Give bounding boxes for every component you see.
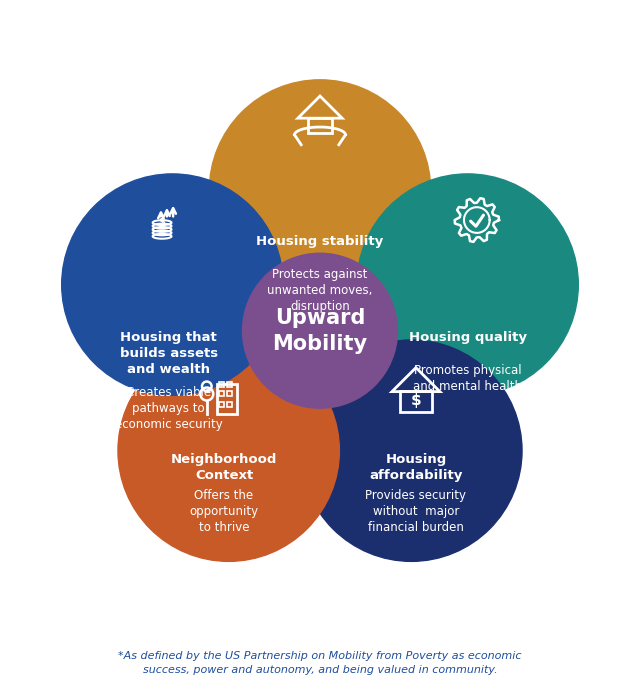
Circle shape [209, 80, 431, 301]
Text: Protects against
unwanted moves,
disruption: Protects against unwanted moves, disrupt… [268, 268, 372, 313]
Text: *As defined by the US Partnership on Mobility from Poverty as economic
success, : *As defined by the US Partnership on Mob… [118, 651, 522, 675]
Text: Housing stability: Housing stability [257, 235, 383, 248]
Bar [220, 381, 224, 387]
Bar [227, 381, 232, 387]
Text: Provides security
without  major
financial burden: Provides security without major financia… [365, 489, 467, 534]
Text: Promotes physical
and mental health: Promotes physical and mental health [413, 364, 522, 393]
Text: Offers the
opportunity
to thrive: Offers the opportunity to thrive [189, 489, 259, 534]
Bar [217, 384, 237, 415]
Text: $: $ [411, 393, 421, 408]
Circle shape [61, 174, 283, 395]
Text: $: $ [159, 217, 165, 227]
Circle shape [301, 340, 522, 561]
Bar [401, 391, 431, 412]
Bar [220, 391, 224, 397]
Bar [227, 391, 232, 397]
Circle shape [243, 253, 397, 408]
Text: Housing that
builds assets
and wealth: Housing that builds assets and wealth [120, 331, 218, 376]
Bar [220, 402, 224, 407]
Circle shape [118, 340, 339, 561]
Bar [227, 402, 232, 407]
Circle shape [357, 174, 579, 395]
Bar [308, 118, 332, 133]
Text: Creates viable
pathways to
economic security: Creates viable pathways to economic secu… [115, 386, 223, 431]
Text: Housing
affordability: Housing affordability [369, 453, 463, 482]
Text: Upward
Mobility: Upward Mobility [273, 307, 367, 354]
Text: Neighborhood
Context: Neighborhood Context [171, 453, 277, 482]
Text: Housing quality: Housing quality [408, 331, 527, 343]
